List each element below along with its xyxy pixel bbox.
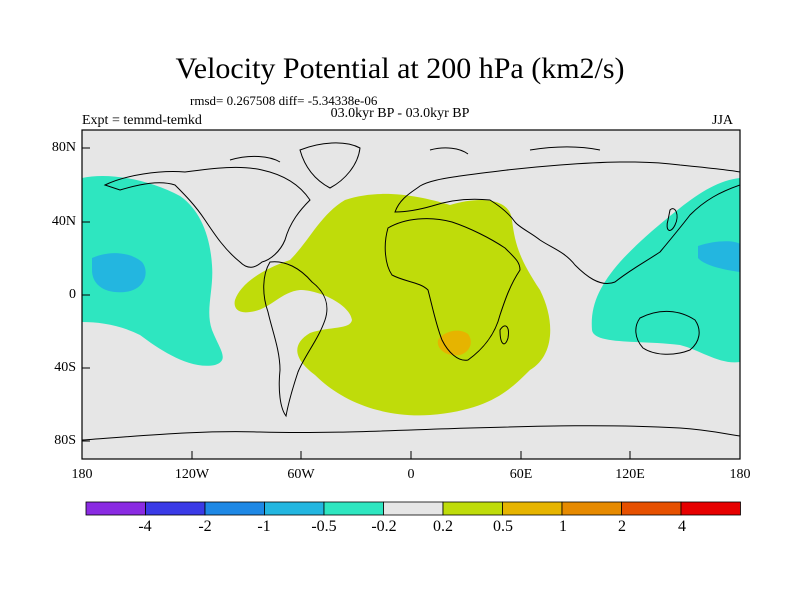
lon-label-120e: 120E	[615, 467, 645, 482]
field-positive-mid-southern-africa	[437, 330, 471, 356]
colorbar-swatch	[680, 501, 741, 516]
coast-antarctica	[82, 425, 740, 441]
colorbar-label: -4	[138, 518, 152, 535]
colorbar-swatch	[204, 501, 265, 516]
colorbar-label: -2	[198, 518, 212, 535]
colorbar-swatch	[85, 501, 146, 516]
experiment-label: Expt = temmd-temkd	[82, 113, 202, 128]
colorbar-label: 0.5	[493, 518, 513, 535]
coast-arctic-islands	[229, 146, 601, 163]
field-negative-mid-west-pacific	[698, 241, 740, 272]
colorbar-label: -0.2	[371, 518, 397, 535]
lon-label-120w: 120W	[174, 467, 210, 482]
colorbar-label: 1	[559, 518, 567, 535]
lat-label-80s: 80S	[54, 433, 76, 448]
stats-line: rmsd= 0.267508 diff= -5.34338e-06	[190, 93, 378, 108]
lon-label-60w: 60W	[287, 467, 315, 482]
field-positive-africa-atlantic	[234, 193, 551, 416]
lat-label-40s: 40S	[54, 360, 76, 375]
colorbar-swatch	[323, 501, 384, 516]
colorbar-swatch	[502, 501, 563, 516]
colorbar-swatch	[383, 501, 444, 516]
season-label: JJA	[712, 113, 734, 128]
map-field	[82, 130, 740, 459]
field-negative-east-pacific	[82, 176, 223, 366]
lon-label-60e: 60E	[509, 467, 533, 482]
coast-madagascar	[499, 325, 509, 345]
lon-label-0: 0	[407, 467, 415, 482]
colorbar-label: 2	[618, 518, 626, 535]
lat-label-40n: 40N	[51, 214, 76, 229]
period-label: 03.0kyr BP - 03.0kyr BP	[330, 106, 470, 121]
coast-north-america	[103, 166, 311, 268]
field-negative-west-pacific	[591, 178, 740, 363]
field-negative-mid-east-pacific	[92, 253, 146, 293]
lon-label-180e: 180	[729, 467, 751, 482]
axis-ticks	[81, 147, 741, 459]
coast-south-america	[263, 261, 328, 418]
lon-label-180w: 180	[71, 467, 93, 482]
coast-africa	[384, 218, 521, 361]
colorbar-swatch	[621, 501, 682, 516]
coast-australia	[635, 311, 700, 355]
colorbar-label: -0.5	[311, 518, 337, 535]
colorbar	[85, 501, 741, 516]
colorbar-swatch	[442, 501, 503, 516]
colorbar-swatch	[561, 501, 622, 516]
coast-eurasia	[394, 161, 740, 284]
coastlines	[82, 142, 740, 441]
coast-japan	[666, 208, 678, 231]
colorbar-label: -1	[257, 518, 271, 535]
chart-title: Velocity Potential at 200 hPa (km2/s)	[175, 52, 625, 85]
colorbar-swatch	[145, 501, 206, 516]
lat-label-80n: 80N	[51, 140, 76, 155]
colorbar-label: 0.2	[433, 518, 453, 535]
colorbar-label: 4	[678, 518, 686, 535]
colorbar-swatch	[264, 501, 325, 516]
coast-greenland	[299, 142, 361, 189]
lat-label-0: 0	[69, 287, 76, 302]
